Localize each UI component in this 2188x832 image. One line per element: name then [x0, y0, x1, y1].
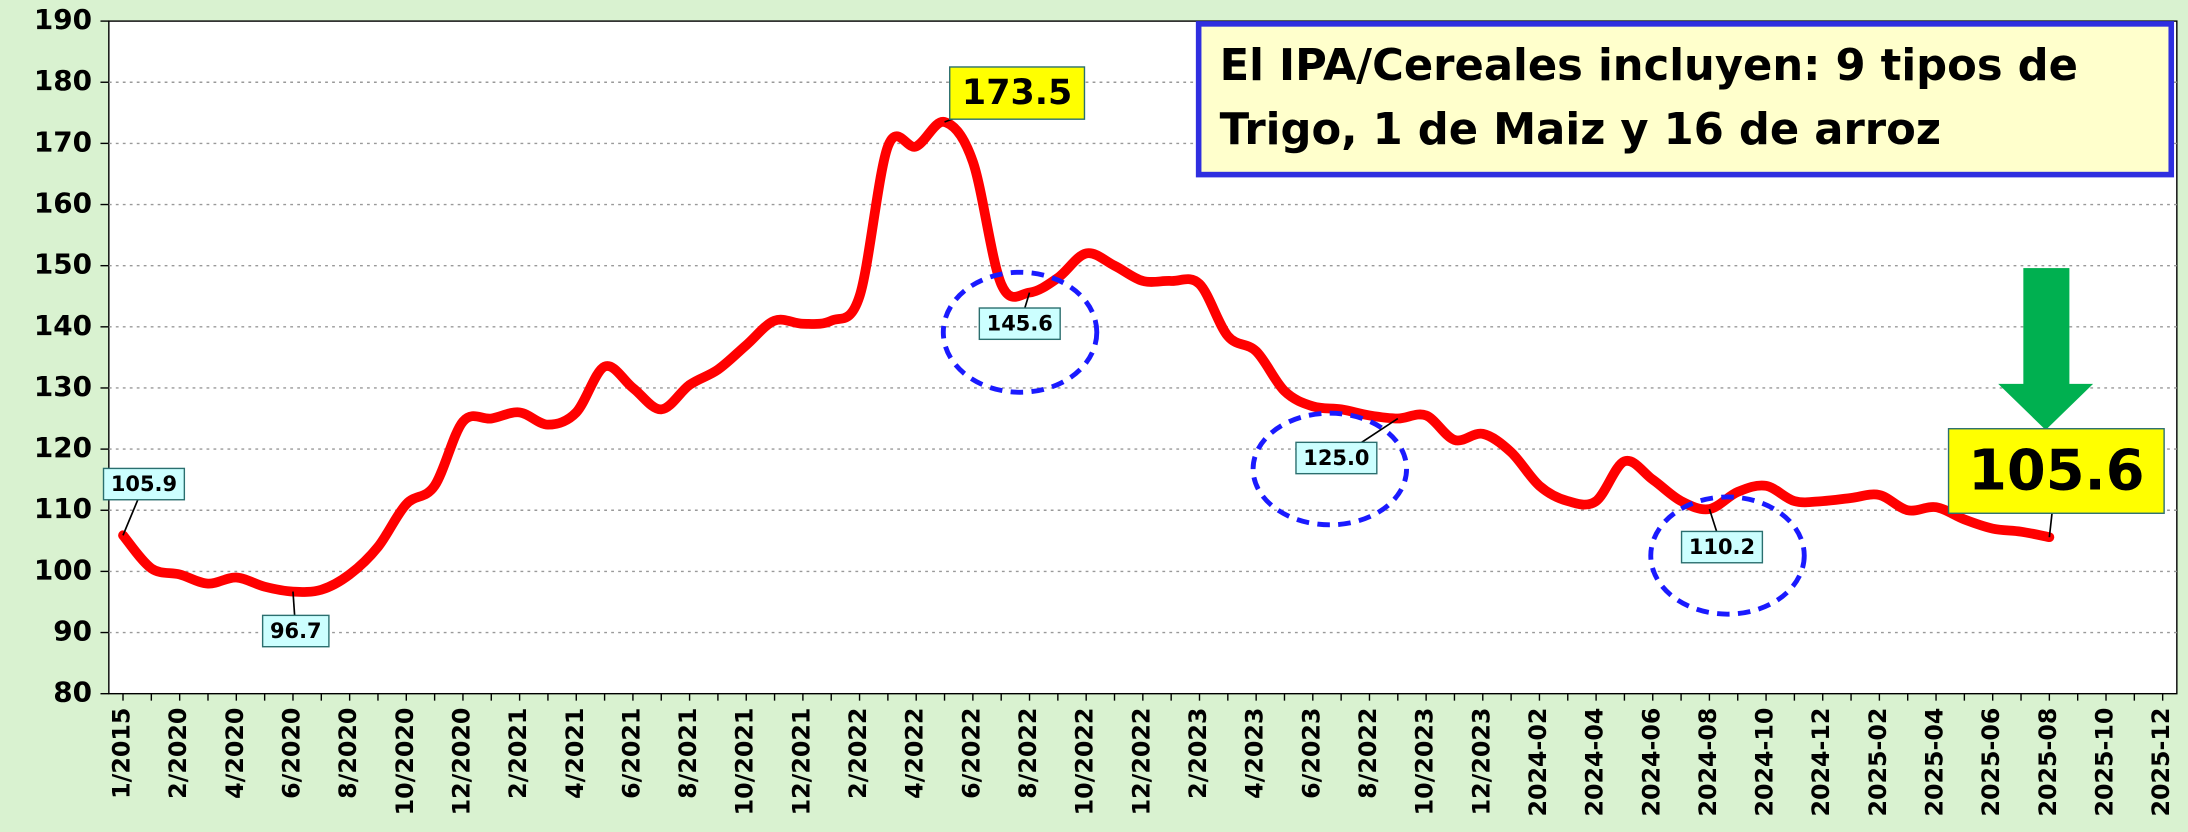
- ellipse: [1648, 494, 1807, 617]
- label-box: [102, 467, 186, 501]
- x-tick-label: 2024-10: [1751, 708, 1779, 817]
- x-tick-label: 2025-08: [2034, 708, 2062, 817]
- y-tick-label: 150: [34, 248, 92, 281]
- data-label: 125.0: [1303, 446, 1369, 470]
- x-tick-label: 8/2022: [1354, 708, 1382, 799]
- label-box: [949, 66, 1086, 120]
- y-tick-label: 130: [34, 370, 92, 403]
- label-box: [261, 614, 330, 648]
- x-tick-label: 2024-06: [1637, 708, 1665, 817]
- data-label: 173.5: [962, 73, 1072, 113]
- x-tick-label: 2/2023: [1184, 708, 1212, 799]
- x-tick-label: 2025-10: [2091, 708, 2119, 817]
- x-tick-label: 12/2021: [787, 708, 815, 816]
- x-tick-label: 2025-12: [2147, 708, 2175, 817]
- x-tick-label: 2/2021: [504, 708, 532, 799]
- x-tick-label: 2/2022: [844, 708, 872, 799]
- x-tick-label: 2024-02: [1524, 708, 1552, 817]
- y-tick-label: 90: [53, 615, 92, 648]
- marks: [118, 117, 2055, 597]
- x-tick-label: 10/2023: [1411, 708, 1439, 816]
- ellipse: [940, 269, 1100, 395]
- x-tick-label: 6/2022: [957, 708, 985, 799]
- x-tick-label: 10/2022: [1071, 708, 1099, 816]
- y-tick-label: 190: [34, 3, 92, 36]
- x-tick-label: 8/2021: [674, 708, 702, 799]
- data-labels: 105.9 96.7 173.5 145.6 125.0 110.2 105.6: [102, 66, 2165, 648]
- x-tick-label: 2024-04: [1581, 708, 1609, 817]
- ellipse: [1250, 410, 1410, 528]
- data-label: 110.2: [1689, 535, 1755, 559]
- label-box: [1295, 441, 1378, 475]
- label-box: [978, 307, 1061, 341]
- green-arrow: [1998, 268, 2094, 430]
- x-tick-label: 2024-08: [1694, 708, 1722, 817]
- x-tick-label: 10/2020: [391, 708, 419, 816]
- x-tick-label: 6/2023: [1297, 708, 1325, 799]
- x-tick-label: 2/2020: [164, 708, 192, 799]
- data-label: 96.7: [270, 619, 322, 643]
- annotation-box: [1195, 21, 2175, 178]
- arrow-head: [1998, 383, 2094, 430]
- x-tick-label: 12/2020: [447, 708, 475, 816]
- x-tick-label: 1/2015: [108, 708, 136, 799]
- y-tick-label: 120: [34, 431, 92, 464]
- x-tick-label: 6/2020: [277, 708, 305, 799]
- x-tick-label: 2025-06: [1977, 708, 2005, 817]
- x-tick-label: 8/2020: [334, 708, 362, 799]
- data-line: [118, 117, 2055, 597]
- x-tick-label: 6/2021: [617, 708, 645, 799]
- y-tick-label: 160: [34, 187, 92, 220]
- x-tick-label: 2025-04: [1921, 708, 1949, 817]
- x-tick-label: 12/2022: [1127, 708, 1155, 816]
- x-tick-label: 2024-12: [1807, 708, 1835, 817]
- data-label: 105.9: [111, 472, 177, 496]
- x-tick-label: 2025-02: [1864, 708, 1892, 817]
- label-box: [1947, 428, 2165, 514]
- arrow-shaft: [2023, 268, 2070, 386]
- y-tick-label: 180: [34, 64, 92, 97]
- x-tick-label: 8/2022: [1014, 708, 1042, 799]
- x-tick-label: 4/2021: [561, 708, 589, 799]
- label-box: [1680, 530, 1764, 564]
- x-tick-label: 4/2022: [901, 708, 929, 799]
- y-tick-label: 80: [53, 676, 92, 709]
- x-tick-label: 10/2021: [731, 708, 759, 816]
- x-tick-label: 4/2020: [221, 708, 249, 799]
- data-label: 145.6: [987, 312, 1053, 336]
- annotation-line: El IPA/Cereales incluyen: 9 tipos de: [1220, 41, 2078, 91]
- x-tick-label: 4/2023: [1241, 708, 1269, 799]
- y-tick-label: 100: [34, 553, 92, 586]
- highlight-ellipses: [940, 269, 1807, 617]
- y-tick-label: 110: [34, 492, 92, 525]
- y-tick-label: 170: [34, 125, 92, 158]
- data-label: 105.6: [1968, 438, 2145, 503]
- y-tick-label: 140: [34, 309, 92, 342]
- annotation-line: Trigo, 1 de Maiz y 16 de arroz: [1220, 105, 1941, 155]
- x-tick-label: 12/2023: [1467, 708, 1495, 816]
